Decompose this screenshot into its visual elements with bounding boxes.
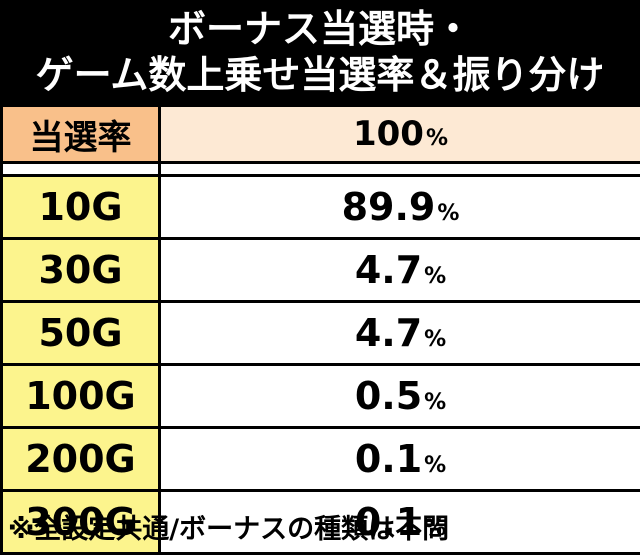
percentage-value: 4.7 <box>354 248 423 292</box>
table-row: 200G 0.1% <box>0 426 640 492</box>
games-label: 200G <box>0 426 161 492</box>
percentage-cell: 0.1% <box>158 426 640 492</box>
percentage-unit: % <box>424 390 447 415</box>
percentage-unit: % <box>424 264 447 289</box>
percentage-unit: % <box>424 327 447 352</box>
games-label: 30G <box>0 237 161 303</box>
games-label: 50G <box>0 300 161 366</box>
percentage-cell: 89.9% <box>158 174 640 240</box>
percentage-cell: 4.7% <box>158 300 640 366</box>
games-label: 100G <box>0 363 161 429</box>
table-spacer <box>0 161 640 177</box>
percentage-cell: 0.5% <box>158 363 640 429</box>
page-title: ボーナス当選時・ ゲーム数上乗せ当選率＆振り分け <box>0 0 640 104</box>
table-row: 50G 4.7% <box>0 300 640 366</box>
percentage-cell: 4.7% <box>158 237 640 303</box>
table-row: 10G 89.9% <box>0 174 640 240</box>
table-row: 100G 0.5% <box>0 363 640 429</box>
percentage-unit: % <box>424 516 447 541</box>
win-rate-value-cell: 100% <box>158 104 640 164</box>
win-rate-row: 当選率 100% <box>0 104 640 164</box>
percentage-value: 0.1 <box>354 437 423 481</box>
win-rate-label: 当選率 <box>0 104 161 164</box>
table-row: 300G 0.1% <box>0 489 640 555</box>
title-line-1: ボーナス当選時・ <box>167 7 472 51</box>
percentage-unit: % <box>424 453 447 478</box>
title-line-2: ゲーム数上乗せ当選率＆振り分け <box>35 53 605 97</box>
footnote: ※全設定共通/ボーナスの種類は不問 <box>8 514 450 545</box>
percentage-value: 0.5 <box>354 374 423 418</box>
percentage-cell: 0.1% <box>158 489 640 555</box>
win-rate-unit: % <box>425 126 449 151</box>
percentage-value: 4.7 <box>354 311 423 355</box>
distribution-table: 当選率 100% 10G 89.9% 30G 4.7% 50G 4.7% 100… <box>0 104 640 555</box>
percentage-value: 89.9 <box>341 185 436 229</box>
win-rate-value: 100 <box>352 114 424 154</box>
table-row: 30G 4.7% <box>0 237 640 303</box>
games-label: 300G <box>0 489 161 555</box>
games-label: 10G <box>0 174 161 240</box>
percentage-unit: % <box>437 201 460 226</box>
percentage-value: 0.1 <box>354 500 423 544</box>
